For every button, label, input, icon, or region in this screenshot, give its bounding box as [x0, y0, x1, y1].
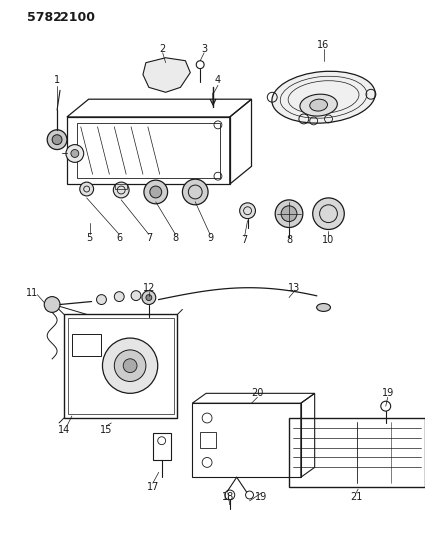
Text: 3: 3: [201, 44, 207, 54]
Polygon shape: [143, 58, 190, 92]
Circle shape: [146, 295, 152, 301]
Ellipse shape: [317, 303, 330, 311]
Circle shape: [114, 350, 146, 382]
Bar: [153, 433, 171, 461]
Bar: [77, 123, 220, 178]
Text: 7: 7: [241, 236, 248, 245]
Text: 16: 16: [318, 40, 330, 50]
Circle shape: [113, 182, 129, 198]
Text: 6: 6: [116, 233, 122, 244]
Circle shape: [66, 144, 84, 163]
Circle shape: [80, 182, 94, 196]
Text: 21: 21: [350, 492, 363, 502]
Text: 13: 13: [288, 282, 300, 293]
Text: 12: 12: [143, 282, 155, 293]
Bar: [289, 418, 425, 487]
Circle shape: [144, 180, 168, 204]
Ellipse shape: [272, 71, 375, 123]
Text: 17: 17: [147, 482, 159, 492]
Text: 20: 20: [251, 389, 264, 398]
Circle shape: [102, 338, 158, 393]
Circle shape: [114, 292, 124, 302]
Text: 5782: 5782: [27, 11, 62, 24]
Circle shape: [182, 179, 208, 205]
Circle shape: [131, 290, 141, 301]
Circle shape: [47, 130, 67, 150]
Circle shape: [123, 359, 137, 373]
Circle shape: [71, 150, 79, 157]
Text: 15: 15: [100, 425, 113, 435]
Bar: [115, 184, 127, 189]
Bar: [200, 432, 216, 448]
Text: 11: 11: [26, 288, 39, 297]
Text: 5: 5: [86, 233, 93, 244]
Text: 8: 8: [172, 233, 178, 244]
Text: 7: 7: [146, 233, 152, 244]
Bar: [67, 117, 230, 184]
Text: 9: 9: [207, 233, 213, 244]
Ellipse shape: [310, 99, 327, 111]
Circle shape: [142, 290, 156, 304]
Bar: [72, 334, 101, 356]
Circle shape: [52, 135, 62, 144]
Circle shape: [275, 200, 303, 228]
Text: 19: 19: [382, 389, 394, 398]
Circle shape: [150, 186, 162, 198]
Text: 18: 18: [222, 492, 234, 502]
Circle shape: [44, 296, 60, 312]
Circle shape: [97, 295, 107, 304]
Bar: [68, 318, 173, 414]
Ellipse shape: [300, 94, 337, 116]
Text: 2100: 2100: [60, 11, 95, 24]
Text: 2: 2: [160, 44, 166, 54]
Text: 1: 1: [54, 76, 60, 85]
Bar: [192, 403, 301, 477]
Circle shape: [281, 206, 297, 222]
Circle shape: [313, 198, 344, 230]
Text: 10: 10: [322, 236, 335, 245]
Text: 8: 8: [286, 236, 292, 245]
Text: 19: 19: [255, 492, 268, 502]
Text: 14: 14: [58, 425, 70, 435]
Circle shape: [240, 203, 256, 219]
Bar: [64, 314, 178, 418]
Text: 4: 4: [215, 76, 221, 85]
